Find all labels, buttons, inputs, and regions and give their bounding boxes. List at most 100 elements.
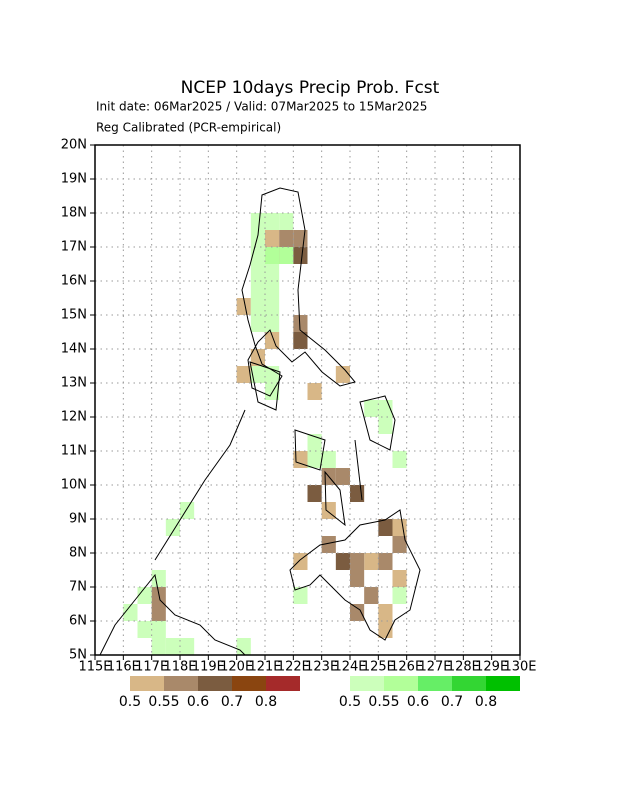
title: NCEP 10days Precip Prob. Fcst: [181, 78, 440, 98]
prob-cell: [350, 604, 365, 621]
prob-cell: [165, 519, 180, 536]
legend-swatch: [198, 676, 232, 691]
prob-cell: [236, 638, 251, 655]
prob-cell: [250, 247, 265, 264]
prob-cell: [265, 366, 280, 383]
y-tick-label: 8N: [69, 546, 87, 561]
prob-cell: [151, 638, 166, 655]
x-tick-label: 124E: [333, 660, 366, 675]
legend-label: 0.6: [187, 694, 209, 710]
prob-cell: [123, 604, 138, 621]
prob-cell: [378, 553, 393, 570]
prob-cell: [265, 264, 280, 281]
prob-cell: [335, 553, 350, 570]
prob-cell: [137, 621, 152, 638]
x-tick-label: 115E: [78, 660, 111, 675]
x-tick-label: 127E: [418, 660, 451, 675]
y-tick-label: 10N: [61, 478, 87, 493]
y-tick-label: 12N: [61, 410, 87, 425]
prob-cell: [392, 451, 407, 468]
prob-cell: [250, 264, 265, 281]
prob-cell: [392, 587, 407, 604]
legend-label: 0.8: [255, 694, 277, 710]
legend-swatch: [486, 676, 520, 691]
legend-label: 0.7: [441, 694, 463, 710]
prob-cell: [236, 366, 251, 383]
prob-cell: [378, 621, 393, 638]
legend-label: 0.55: [148, 694, 179, 710]
x-tick-label: 122E: [277, 660, 310, 675]
x-tick-label: 128E: [447, 660, 480, 675]
prob-cell: [293, 332, 308, 349]
prob-cell: [151, 604, 166, 621]
prob-cell: [265, 213, 280, 230]
prob-cell: [250, 281, 265, 298]
legend-swatch: [384, 676, 418, 691]
prob-cell: [236, 298, 251, 315]
x-tick-label: 120E: [220, 660, 253, 675]
y-tick-label: 11N: [61, 444, 87, 459]
prob-cell: [321, 536, 336, 553]
legend-swatch: [350, 676, 384, 691]
legend-swatch: [418, 676, 452, 691]
cells: [123, 213, 407, 655]
legend-swatch: [232, 676, 266, 691]
legend-label: 0.7: [221, 694, 243, 710]
prob-cell: [279, 230, 294, 247]
y-tick-label: 15N: [61, 308, 87, 323]
x-tick-label: 119E: [192, 660, 225, 675]
prob-cell: [250, 213, 265, 230]
prob-cell: [250, 366, 265, 383]
legend-swatch: [164, 676, 198, 691]
y-tick-label: 9N: [69, 512, 87, 527]
prob-cell: [392, 536, 407, 553]
prob-cell: [265, 298, 280, 315]
prob-cell: [378, 604, 393, 621]
prob-cell: [378, 519, 393, 536]
y-tick-label: 14N: [61, 342, 87, 357]
prob-cell: [165, 638, 180, 655]
x-tick-label: 129E: [475, 660, 508, 675]
prob-cell: [265, 247, 280, 264]
prob-cell: [265, 281, 280, 298]
prob-cell: [265, 315, 280, 332]
prob-cell: [151, 570, 166, 587]
prob-cell: [378, 417, 393, 434]
prob-cell: [321, 451, 336, 468]
subtitle: Init date: 06Mar2025 / Valid: 07Mar2025 …: [96, 100, 427, 114]
y-tick-label: 7N: [69, 580, 87, 595]
prob-cell: [293, 451, 308, 468]
y-tick-label: 13N: [61, 376, 87, 391]
x-tick-label: 130E: [503, 660, 536, 675]
prob-cell: [293, 247, 308, 264]
y-tick-label: 20N: [61, 138, 87, 153]
frame: [94, 144, 521, 656]
prob-cell: [350, 553, 365, 570]
y-tick-label: 6N: [69, 614, 87, 629]
prob-cell: [335, 366, 350, 383]
prob-cell: [180, 638, 195, 655]
prob-cell: [307, 485, 322, 502]
prob-cell: [392, 570, 407, 587]
legend-label: 0.5: [339, 694, 361, 710]
prob-cell: [307, 451, 322, 468]
prob-cell: [265, 230, 280, 247]
y-tick-label: 19N: [61, 172, 87, 187]
prob-cell: [137, 587, 152, 604]
x-tick-label: 117E: [135, 660, 168, 675]
prob-cell: [293, 587, 308, 604]
x-tick-label: 125E: [362, 660, 395, 675]
prob-cell: [364, 587, 379, 604]
y-tick-label: 17N: [61, 240, 87, 255]
x-tick-label: 123E: [305, 660, 338, 675]
prob-cell: [364, 400, 379, 417]
prob-cell: [307, 434, 322, 451]
legend-label: 0.5: [119, 694, 141, 710]
x-tick-label: 121E: [248, 660, 281, 675]
y-tick-label: 5N: [69, 648, 87, 663]
x-tick-label: 126E: [390, 660, 423, 675]
prob-cell: [250, 315, 265, 332]
prob-cell: [392, 519, 407, 536]
legend-label: 0.6: [407, 694, 429, 710]
